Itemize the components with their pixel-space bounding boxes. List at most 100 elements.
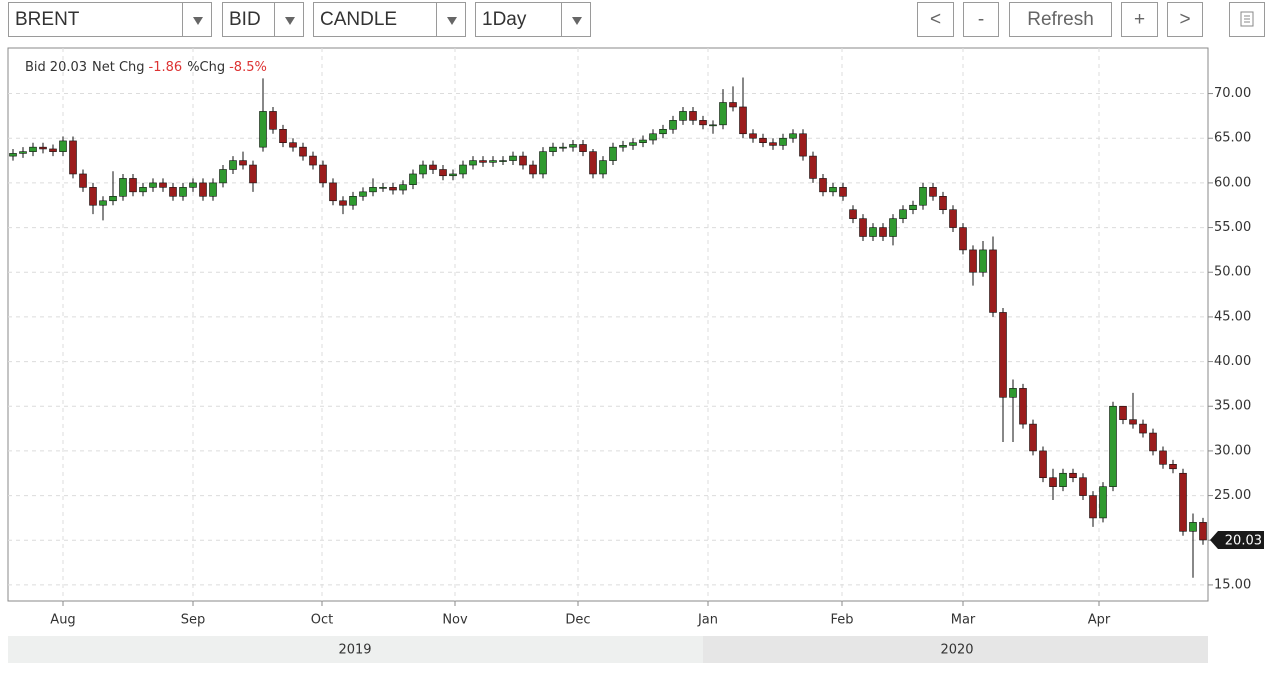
next-button[interactable]: > xyxy=(1167,2,1203,37)
symbol-select[interactable]: BRENT xyxy=(8,2,183,37)
candle-body xyxy=(629,142,637,146)
candle-body xyxy=(919,187,927,206)
candle-body xyxy=(79,173,87,188)
candle-body xyxy=(929,187,937,197)
candle-body xyxy=(959,227,967,251)
year-band xyxy=(8,636,703,663)
candle-body xyxy=(1169,464,1177,470)
candle-body xyxy=(409,173,417,185)
candle-body xyxy=(659,128,667,135)
candle-body xyxy=(219,169,227,184)
candle-body xyxy=(309,155,317,166)
candle-body xyxy=(819,178,827,193)
candle-body xyxy=(289,142,297,148)
candle-body xyxy=(949,209,957,228)
year-label: 2019 xyxy=(338,643,371,658)
candle-body xyxy=(249,164,257,184)
price-type-select[interactable]: BID xyxy=(222,2,275,37)
candle-body xyxy=(989,249,997,313)
table-button[interactable] xyxy=(1229,2,1265,37)
candle-body xyxy=(729,102,737,108)
candle-body xyxy=(369,187,377,193)
prev-button[interactable]: < xyxy=(917,2,954,37)
candle-body xyxy=(519,155,527,166)
candle-body xyxy=(679,111,687,121)
candle-body xyxy=(799,133,807,157)
candle-body xyxy=(69,140,77,175)
candle-body xyxy=(599,160,607,175)
summary-label: Bid xyxy=(25,60,46,75)
y-tick-label: 70.00 xyxy=(1214,86,1251,101)
candle-body xyxy=(1179,472,1187,532)
refresh-button[interactable]: Refresh xyxy=(1009,2,1112,37)
candle-body xyxy=(49,148,57,152)
candle-body xyxy=(429,164,437,170)
dropdown-arrow[interactable] xyxy=(561,2,591,37)
y-tick-label: 15.00 xyxy=(1214,577,1251,592)
candle-body xyxy=(579,144,587,152)
zoom-out-button[interactable]: - xyxy=(963,2,999,37)
summary-value: -1.86 xyxy=(149,60,183,75)
candle-body xyxy=(969,249,977,273)
candle-body xyxy=(1119,405,1127,420)
candle-body xyxy=(769,142,777,146)
candle-body xyxy=(9,153,17,157)
zoom-in-button[interactable]: + xyxy=(1121,2,1158,37)
dropdown-arrow[interactable] xyxy=(182,2,212,37)
candle-body xyxy=(909,204,917,211)
candle-body xyxy=(39,146,47,150)
x-tick-label: Apr xyxy=(1088,613,1111,628)
y-tick-label: 50.00 xyxy=(1214,265,1251,280)
candle-body xyxy=(179,187,187,197)
candle-body xyxy=(19,151,27,154)
y-tick-label: 65.00 xyxy=(1214,131,1251,146)
candle-body xyxy=(749,133,757,139)
candle-body xyxy=(539,151,547,175)
candle-body xyxy=(449,173,457,177)
candle-body xyxy=(589,151,597,175)
plot-area xyxy=(7,47,1209,602)
candle-body xyxy=(709,124,717,127)
candle-body xyxy=(639,139,647,143)
candle-body xyxy=(299,146,307,157)
candle-body xyxy=(149,182,157,188)
candle-body xyxy=(559,146,567,149)
candle-body xyxy=(809,155,817,179)
x-tick-label: Feb xyxy=(830,613,853,628)
candle-body xyxy=(159,182,167,188)
summary-label: %Chg xyxy=(187,60,225,75)
year-label: 2020 xyxy=(940,643,973,658)
candle-body xyxy=(279,128,287,143)
y-tick-label: 20.00 xyxy=(1214,533,1251,548)
candle-body xyxy=(569,144,577,148)
candle-body xyxy=(1149,432,1157,452)
x-tick-label: Dec xyxy=(565,613,590,628)
x-tick-label: Oct xyxy=(311,613,333,628)
summary-value: -8.5% xyxy=(229,60,267,75)
interval-select[interactable]: 1Day xyxy=(475,2,562,37)
candle-body xyxy=(169,187,177,197)
candle-body xyxy=(1059,472,1067,487)
candle-body xyxy=(529,164,537,175)
candle-body xyxy=(1099,486,1107,519)
candle-body xyxy=(509,155,517,161)
dropdown-arrow[interactable] xyxy=(274,2,304,37)
candle-body xyxy=(359,191,367,197)
candle-body xyxy=(719,102,727,126)
candle-body xyxy=(259,111,267,148)
chart-style-select[interactable]: CANDLE xyxy=(313,2,437,37)
candle-body xyxy=(999,312,1007,398)
x-tick-label: Mar xyxy=(951,613,976,628)
candle-body xyxy=(129,178,137,193)
last-price-tag xyxy=(1210,530,1264,549)
table-icon xyxy=(1240,11,1254,27)
candle-body xyxy=(1139,423,1147,434)
dropdown-arrow[interactable] xyxy=(436,2,466,37)
y-tick-label: 35.00 xyxy=(1214,399,1251,414)
candle-body xyxy=(339,200,347,206)
candle-body xyxy=(789,133,797,139)
candle-body xyxy=(739,106,747,135)
candle-body xyxy=(1039,450,1047,479)
